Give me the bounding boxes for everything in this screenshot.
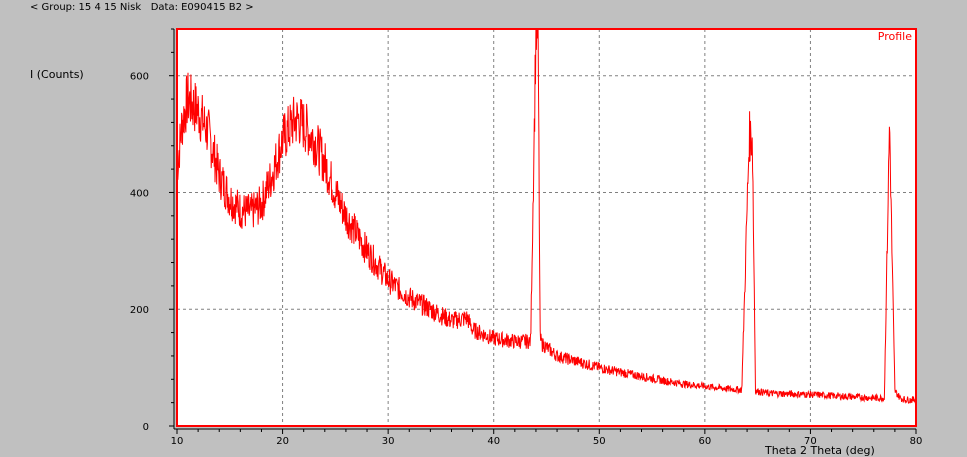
grid-lines <box>177 29 916 426</box>
x-tick-label: 30 <box>382 436 395 447</box>
x-tick-label: 80 <box>910 436 923 447</box>
x-axis-label: Theta 2 Theta (deg) <box>765 444 875 457</box>
plot-frame <box>176 28 917 427</box>
axis-lines <box>173 29 916 430</box>
y-axis-label: I (Counts) <box>30 68 84 81</box>
plot-background <box>177 29 916 426</box>
tick-marks: 10 20 30 40 50 60 70 80 0 200 400 600 <box>130 28 923 447</box>
series-line-0 <box>176 28 917 404</box>
series-group <box>176 28 917 404</box>
x-tick-label: 40 <box>487 436 500 447</box>
y-tick-label: 400 <box>130 188 149 199</box>
x-tick-label: 50 <box>593 436 606 447</box>
x-tick-label: 20 <box>276 436 289 447</box>
chart-header: < Group: 15 4 15 Nisk Data: E090415 B2 > <box>30 2 254 13</box>
y-tick-label: 600 <box>130 72 149 83</box>
x-tick-label: 60 <box>698 436 711 447</box>
x-tick-label: 70 <box>804 436 817 447</box>
x-tick-label: 10 <box>171 436 184 447</box>
legend-profile: Profile <box>878 30 912 43</box>
y-tick-label: 200 <box>130 305 149 316</box>
y-tick-label: 0 <box>143 422 149 433</box>
